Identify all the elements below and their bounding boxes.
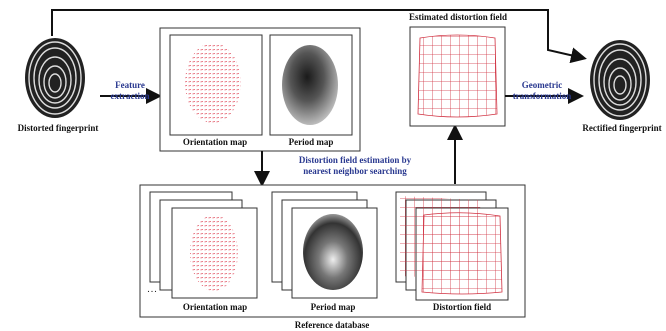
- input-label: Distorted fingerprint: [18, 123, 99, 133]
- field-label: Estimated distortion field: [409, 12, 507, 22]
- step-label: extraction: [111, 91, 150, 101]
- panel-label: Period map: [289, 137, 334, 147]
- fingerprint-image: [25, 38, 85, 118]
- step-label: nearest neighbor searching: [303, 166, 407, 176]
- period-stack: [272, 192, 377, 298]
- distortion-grid: [418, 35, 497, 117]
- output-label: Rectified fingerprint: [582, 123, 661, 133]
- panel-label: Period map: [311, 302, 356, 312]
- orientation-map: [185, 43, 241, 123]
- orientation-stack: . . .: [148, 192, 257, 298]
- step-label: Distortion field estimation by: [299, 155, 412, 165]
- diagram: Distorted fingerprint Feature extraction…: [0, 0, 666, 331]
- panel-label: Distortion field: [433, 302, 491, 312]
- step-label: Geometric: [522, 80, 562, 90]
- panel-label: Orientation map: [183, 302, 247, 312]
- step-label: transformation: [513, 91, 572, 101]
- database-label: Reference database: [295, 320, 370, 330]
- panel-label: Orientation map: [183, 137, 247, 147]
- distortion-stack: [396, 192, 508, 300]
- svg-text:. . .: . . .: [148, 286, 157, 294]
- fingerprint-image: [590, 40, 650, 120]
- step-label: Feature: [115, 80, 145, 90]
- period-map: [282, 45, 338, 125]
